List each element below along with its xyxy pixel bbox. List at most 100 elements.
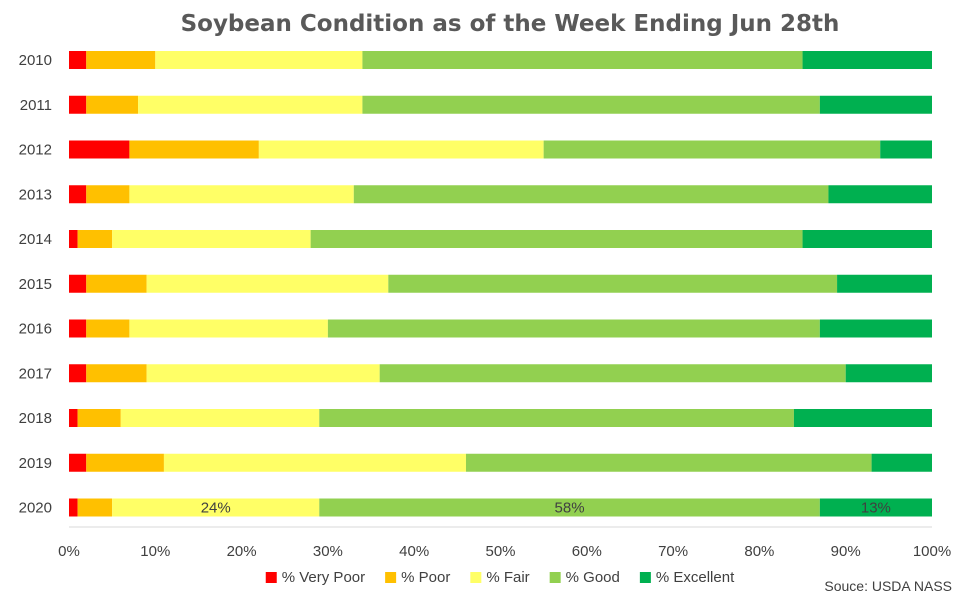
y-tick-label: 2014: [19, 231, 52, 248]
bar-2014-fair: [112, 230, 311, 248]
bar-2014-very-poor: [69, 230, 78, 248]
legend-label: % Excellent: [656, 569, 735, 586]
bar-2011-excellent: [819, 95, 932, 114]
bar-2016-fair: [129, 319, 328, 338]
bar-2019-excellent: [871, 453, 932, 472]
data-labels: 24% 58% 13%: [201, 500, 891, 517]
legend-swatch: [265, 572, 277, 583]
legend-item: % Excellent: [639, 569, 735, 586]
bar-2017-very-poor: [69, 364, 87, 383]
y-tick-label: 2011: [20, 97, 52, 114]
bar-2015-fair: [146, 274, 389, 293]
legend-swatch: [549, 572, 561, 583]
legend-swatch: [639, 572, 651, 583]
legend-item: % Very Poor: [265, 569, 365, 586]
data-label: 58%: [555, 500, 585, 517]
bar-2019-good: [465, 453, 872, 472]
data-label: 13%: [861, 500, 891, 517]
x-tick-label: 30%: [313, 543, 343, 560]
x-tick-label: 80%: [744, 543, 774, 560]
bar-2018-fair: [120, 409, 320, 427]
bar-2011-good: [362, 95, 820, 114]
bar-2019-very-poor: [69, 453, 87, 472]
bar-2010-very-poor: [69, 51, 87, 69]
bar-2017-excellent: [845, 364, 932, 383]
bar-2015-good: [388, 274, 838, 293]
legend-item: % Poor: [385, 569, 450, 586]
source-note: Souce: USDA NASS: [824, 578, 952, 594]
legend-label: % Very Poor: [282, 569, 365, 586]
bar-2018-very-poor: [69, 409, 78, 427]
bar-2013-poor: [86, 185, 130, 204]
bar-2019-poor: [86, 453, 164, 472]
bar-2015-very-poor: [69, 274, 87, 293]
bar-2017-good: [379, 364, 846, 383]
x-tick-label: 100%: [913, 543, 951, 560]
y-axis-labels: 2010 2011 2012 2013 2014 2015 2016 2017 2018 2019…: [19, 52, 52, 517]
bar-2018-good: [319, 409, 794, 427]
legend-label: % Fair: [486, 569, 529, 586]
bar-2010-good: [362, 51, 803, 69]
y-tick-label: 2020: [19, 500, 52, 517]
bar-2018-excellent: [793, 409, 932, 427]
y-tick-label: 2018: [19, 410, 52, 427]
x-tick-label: 70%: [658, 543, 688, 560]
bar-2013-good: [353, 185, 829, 204]
bar-2012-poor: [129, 140, 259, 159]
bar-2012-fair: [258, 140, 544, 159]
x-tick-label: 50%: [485, 543, 515, 560]
bar-2012-very-poor: [69, 140, 130, 159]
legend: % Very Poor % Poor % Fair % Good % Excellent: [265, 569, 735, 586]
bar-2015-excellent: [837, 274, 932, 293]
bar-2011-poor: [86, 95, 139, 114]
bar-2020-good: [319, 498, 820, 517]
y-tick-label: 2016: [19, 321, 52, 338]
bar-2017-fair: [146, 364, 380, 383]
bar-2017-poor: [86, 364, 147, 383]
bars-layer: [69, 51, 932, 517]
legend-label: % Good: [566, 569, 620, 586]
legend-label: % Poor: [401, 569, 450, 586]
bar-2013-excellent: [828, 185, 932, 204]
bar-2014-poor: [77, 230, 113, 248]
bar-2020-excellent: [819, 498, 932, 517]
x-tick-label: 10%: [140, 543, 170, 560]
legend-item: % Fair: [470, 569, 530, 586]
bar-2015-poor: [86, 274, 147, 293]
bar-2013-fair: [129, 185, 354, 204]
bar-2012-good: [543, 140, 881, 159]
bar-2019-fair: [163, 453, 466, 472]
y-tick-label: 2012: [19, 142, 52, 159]
bar-2020-very-poor: [69, 498, 78, 517]
data-label: 24%: [201, 500, 231, 517]
bar-2014-excellent: [802, 230, 932, 248]
bar-2020-poor: [77, 498, 113, 517]
y-tick-label: 2010: [19, 52, 52, 69]
x-axis-ticks: 0% 10% 20% 30% 40% 50% 60% 70% 80% 90% 100%: [58, 543, 951, 560]
y-tick-label: 2017: [19, 365, 52, 382]
bar-2010-excellent: [802, 51, 932, 69]
legend-swatch: [385, 572, 397, 583]
x-tick-label: 20%: [227, 543, 257, 560]
bar-2016-good: [327, 319, 820, 338]
bar-2018-poor: [77, 409, 121, 427]
y-tick-label: 2019: [19, 455, 52, 472]
legend-swatch: [470, 572, 482, 583]
bar-2014-good: [310, 230, 803, 248]
x-tick-label: 60%: [572, 543, 602, 560]
bar-2016-excellent: [819, 319, 932, 338]
chart-title: Soybean Condition as of the Week Ending …: [181, 11, 840, 37]
bar-2016-poor: [86, 319, 130, 338]
legend-item: % Good: [549, 569, 620, 586]
x-tick-label: 40%: [399, 543, 429, 560]
bar-2011-very-poor: [69, 95, 87, 114]
bar-2012-excellent: [880, 140, 932, 159]
bar-2020-fair: [112, 498, 320, 517]
y-tick-label: 2013: [19, 186, 52, 203]
y-tick-label: 2015: [19, 276, 52, 293]
x-tick-label: 0%: [58, 543, 80, 560]
bar-2016-very-poor: [69, 319, 87, 338]
x-tick-label: 90%: [831, 543, 861, 560]
bar-2010-poor: [86, 51, 156, 69]
